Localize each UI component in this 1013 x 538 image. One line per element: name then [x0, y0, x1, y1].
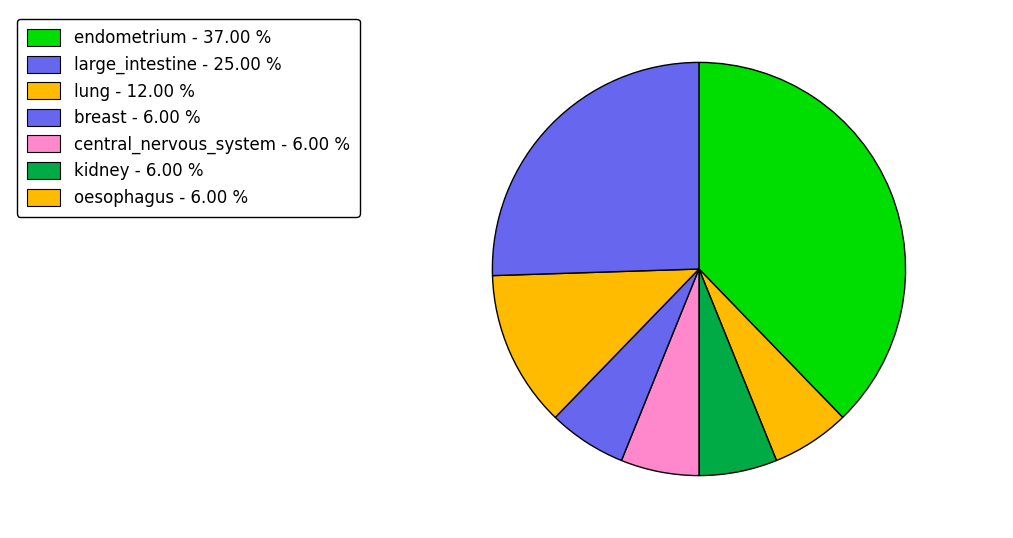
- Legend: endometrium - 37.00 %, large_intestine - 25.00 %, lung - 12.00 %, breast - 6.00 : endometrium - 37.00 %, large_intestine -…: [17, 19, 360, 217]
- Wedge shape: [492, 62, 699, 275]
- Wedge shape: [699, 62, 906, 417]
- Wedge shape: [555, 269, 699, 461]
- Wedge shape: [492, 269, 699, 417]
- Wedge shape: [699, 269, 777, 476]
- Wedge shape: [621, 269, 699, 476]
- Wedge shape: [699, 269, 843, 461]
